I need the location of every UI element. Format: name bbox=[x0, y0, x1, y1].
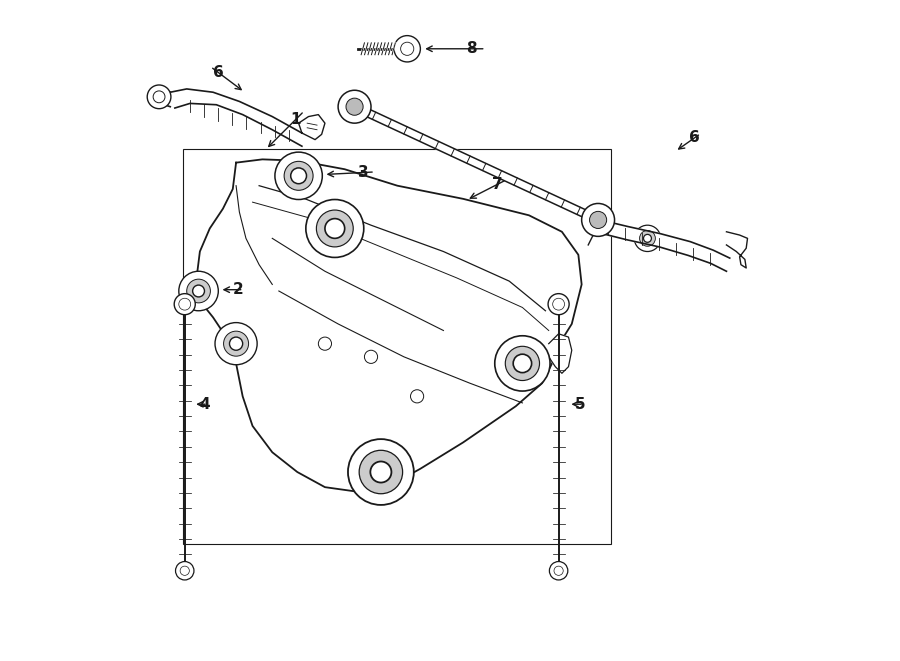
Polygon shape bbox=[549, 334, 572, 373]
Circle shape bbox=[400, 42, 414, 56]
Text: 3: 3 bbox=[358, 165, 368, 180]
Circle shape bbox=[175, 293, 195, 315]
Circle shape bbox=[581, 204, 615, 237]
Polygon shape bbox=[299, 114, 325, 139]
Polygon shape bbox=[196, 159, 581, 492]
Circle shape bbox=[590, 212, 607, 229]
Circle shape bbox=[215, 323, 257, 365]
Circle shape bbox=[317, 210, 353, 247]
Text: 1: 1 bbox=[290, 112, 301, 128]
Circle shape bbox=[410, 390, 424, 403]
Circle shape bbox=[644, 235, 652, 243]
Circle shape bbox=[180, 566, 189, 575]
Circle shape bbox=[325, 219, 345, 239]
Text: 2: 2 bbox=[233, 282, 243, 297]
Circle shape bbox=[394, 36, 420, 62]
Text: 6: 6 bbox=[213, 65, 224, 80]
Circle shape bbox=[634, 225, 661, 252]
Circle shape bbox=[284, 161, 313, 190]
Circle shape bbox=[193, 285, 204, 297]
Text: 6: 6 bbox=[689, 130, 700, 145]
Circle shape bbox=[640, 231, 655, 247]
Circle shape bbox=[505, 346, 539, 381]
Polygon shape bbox=[726, 232, 748, 268]
Circle shape bbox=[306, 200, 364, 257]
Text: 5: 5 bbox=[575, 397, 586, 412]
Circle shape bbox=[230, 337, 243, 350]
Circle shape bbox=[346, 98, 363, 115]
Circle shape bbox=[548, 293, 569, 315]
Circle shape bbox=[549, 562, 568, 580]
Polygon shape bbox=[353, 103, 599, 223]
Polygon shape bbox=[170, 89, 302, 146]
Circle shape bbox=[554, 566, 563, 575]
Circle shape bbox=[223, 331, 248, 356]
Circle shape bbox=[153, 91, 165, 102]
Circle shape bbox=[179, 298, 191, 310]
Polygon shape bbox=[595, 219, 730, 271]
Text: 8: 8 bbox=[466, 41, 476, 56]
Circle shape bbox=[274, 152, 322, 200]
Circle shape bbox=[338, 91, 371, 123]
Text: 7: 7 bbox=[492, 177, 503, 192]
Circle shape bbox=[364, 350, 378, 364]
Text: 4: 4 bbox=[199, 397, 210, 412]
Circle shape bbox=[513, 354, 532, 373]
Circle shape bbox=[179, 271, 219, 311]
Circle shape bbox=[176, 562, 194, 580]
Bar bbox=[184, 149, 611, 545]
Circle shape bbox=[495, 336, 550, 391]
Circle shape bbox=[186, 279, 211, 303]
Circle shape bbox=[348, 439, 414, 505]
Circle shape bbox=[148, 85, 171, 108]
Circle shape bbox=[553, 298, 564, 310]
Circle shape bbox=[291, 168, 307, 184]
Circle shape bbox=[319, 337, 331, 350]
Circle shape bbox=[371, 461, 392, 483]
Circle shape bbox=[359, 450, 402, 494]
